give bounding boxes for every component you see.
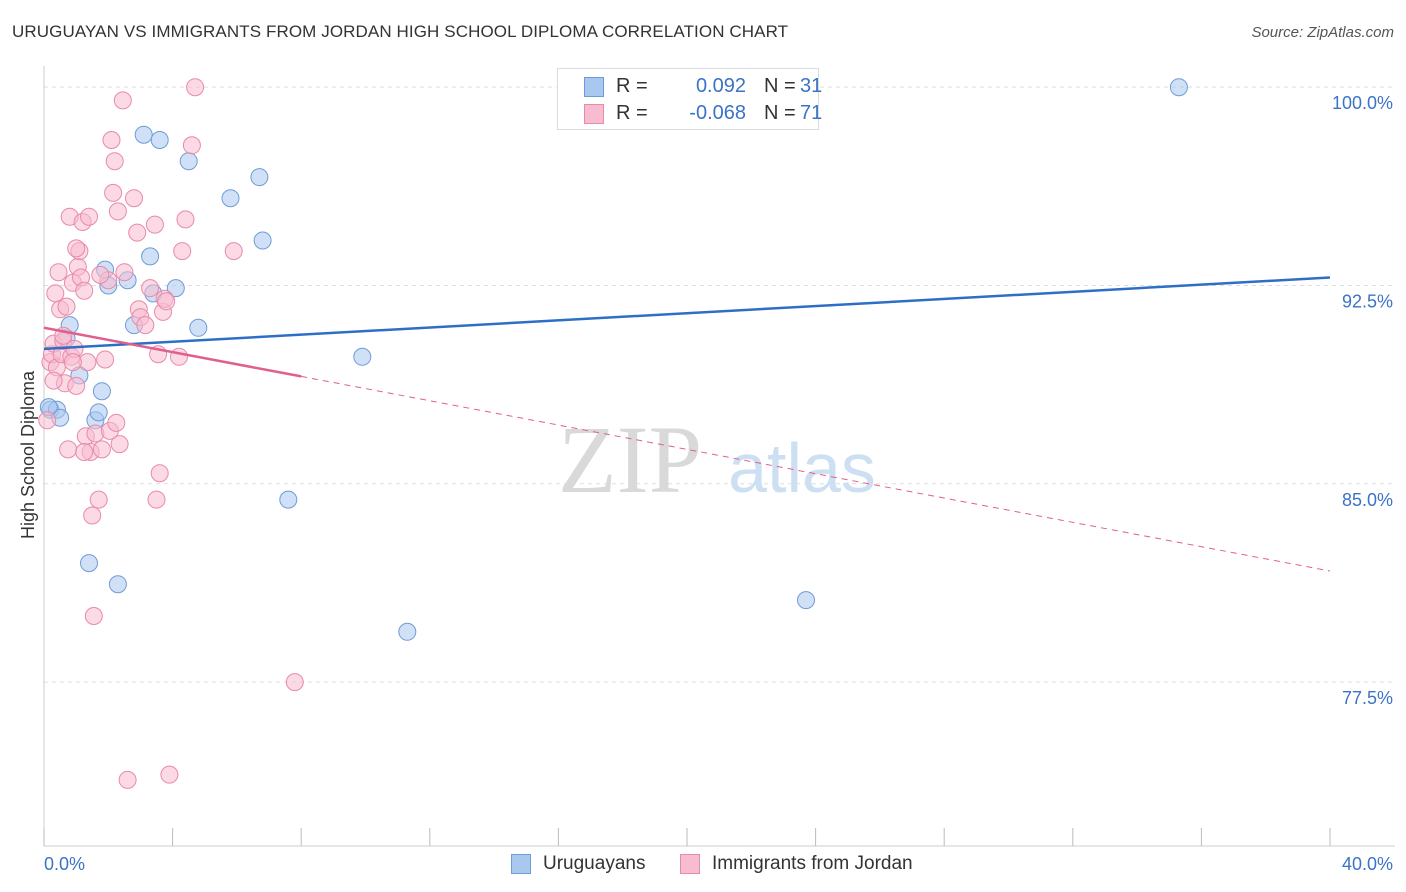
jordan-point	[84, 607, 103, 625]
y-tick-label: 77.5%	[1342, 688, 1393, 708]
legend-swatch-uruguayans	[511, 854, 531, 874]
jordan-point	[285, 673, 304, 692]
n-value: 31	[800, 75, 823, 97]
jordan-point	[75, 281, 94, 300]
axes	[43, 66, 1395, 847]
jordan-point	[113, 91, 132, 110]
jordan-point	[107, 413, 126, 432]
r-label: R =	[616, 102, 648, 124]
uruguayans-point	[797, 591, 815, 610]
r-value: -0.068	[689, 102, 746, 124]
jordan-point	[170, 347, 188, 366]
jordan-trend-line	[43, 326, 302, 378]
jordan-point	[44, 371, 63, 390]
uruguayans-point	[108, 575, 127, 594]
uruguayans-point	[398, 622, 417, 641]
jordan-point	[160, 765, 179, 784]
jordan-point	[59, 440, 78, 459]
jordan-point	[57, 297, 76, 316]
legend-label-uruguayans: Uruguayans	[543, 853, 646, 874]
jordan-point	[83, 506, 102, 525]
uruguayans-point	[221, 189, 240, 208]
uruguayans-point	[250, 168, 269, 187]
jordan-point	[147, 490, 166, 509]
jordan-point	[128, 223, 147, 242]
jordan-point	[38, 411, 57, 430]
jordan-point	[49, 263, 68, 282]
jordan-trend-line-extension	[301, 375, 1331, 572]
jordan-point	[75, 443, 94, 461]
r-value: 0.092	[695, 75, 746, 97]
legend-swatch-uruguayans	[584, 77, 604, 97]
watermark-zip: ZIP	[558, 406, 702, 513]
jordan-point	[67, 376, 86, 395]
chart-title: URUGUAYAN VS IMMIGRANTS FROM JORDAN HIGH…	[12, 22, 789, 41]
n-label: N =	[764, 102, 796, 124]
y-tick-label: 92.5%	[1342, 291, 1393, 311]
jordan-point	[125, 189, 143, 208]
jordan-point	[182, 136, 201, 155]
watermark: ZIP atlas	[558, 406, 876, 513]
jordan-point	[157, 292, 176, 311]
y-axis-label: High School Diploma	[18, 370, 38, 539]
uruguayans-point	[189, 318, 208, 337]
jordan-point	[110, 435, 129, 454]
uruguayans-point	[80, 554, 98, 573]
uruguayans-point	[141, 247, 160, 266]
uruguayans-point	[166, 279, 185, 298]
x-tick-label: 40.0%	[1342, 854, 1393, 874]
jordan-point	[145, 215, 164, 234]
uruguayans-point	[253, 231, 272, 250]
uruguayans-point	[150, 131, 169, 149]
y-tick-label: 85.0%	[1342, 490, 1393, 510]
jordan-point	[89, 490, 108, 509]
jordan-point	[96, 350, 115, 369]
legend-label-jordan: Immigrants from Jordan	[712, 853, 913, 874]
uruguayans-point	[1169, 78, 1188, 97]
source-label: Source: ZipAtlas.com	[1251, 24, 1394, 41]
uruguayans-point	[134, 125, 153, 144]
jordan-point	[104, 183, 123, 202]
x-tick-label: 0.0%	[44, 854, 85, 874]
n-value: 71	[800, 102, 823, 124]
jordan-point	[136, 316, 155, 335]
jordan-point	[105, 152, 124, 171]
watermark-atlas: atlas	[728, 429, 876, 507]
jordan-point	[141, 279, 160, 298]
n-label: N =	[764, 75, 796, 97]
uruguayans-trend-line	[43, 276, 1331, 351]
uruguayans-point	[92, 382, 111, 401]
jordan-point	[224, 242, 243, 261]
jordan-point	[118, 770, 137, 789]
jordan-point	[115, 263, 134, 282]
jordan-point	[91, 265, 110, 284]
jordan-point	[108, 202, 127, 221]
uruguayans-point	[279, 490, 298, 509]
jordan-point	[63, 353, 82, 372]
jordan-point	[173, 242, 192, 261]
jordan-point	[92, 440, 111, 459]
jordan-point	[186, 78, 205, 97]
gridlines	[44, 86, 1395, 683]
legend-swatch-jordan	[584, 104, 604, 124]
r-label: R =	[616, 75, 648, 97]
correlation-legend: R = 0.092 N = 31 R = -0.068 N = 71	[557, 68, 823, 130]
uruguayans-point	[179, 152, 198, 171]
jordan-point	[80, 207, 98, 226]
jordan-point	[176, 210, 195, 229]
jordan-point	[102, 131, 121, 149]
legend-swatch-jordan	[680, 854, 700, 874]
jordan-point	[67, 239, 86, 258]
y-tick-label: 100.0%	[1332, 93, 1393, 113]
uruguayans-point	[89, 403, 108, 422]
jordan-point	[150, 464, 169, 483]
uruguayans-point	[353, 347, 372, 366]
